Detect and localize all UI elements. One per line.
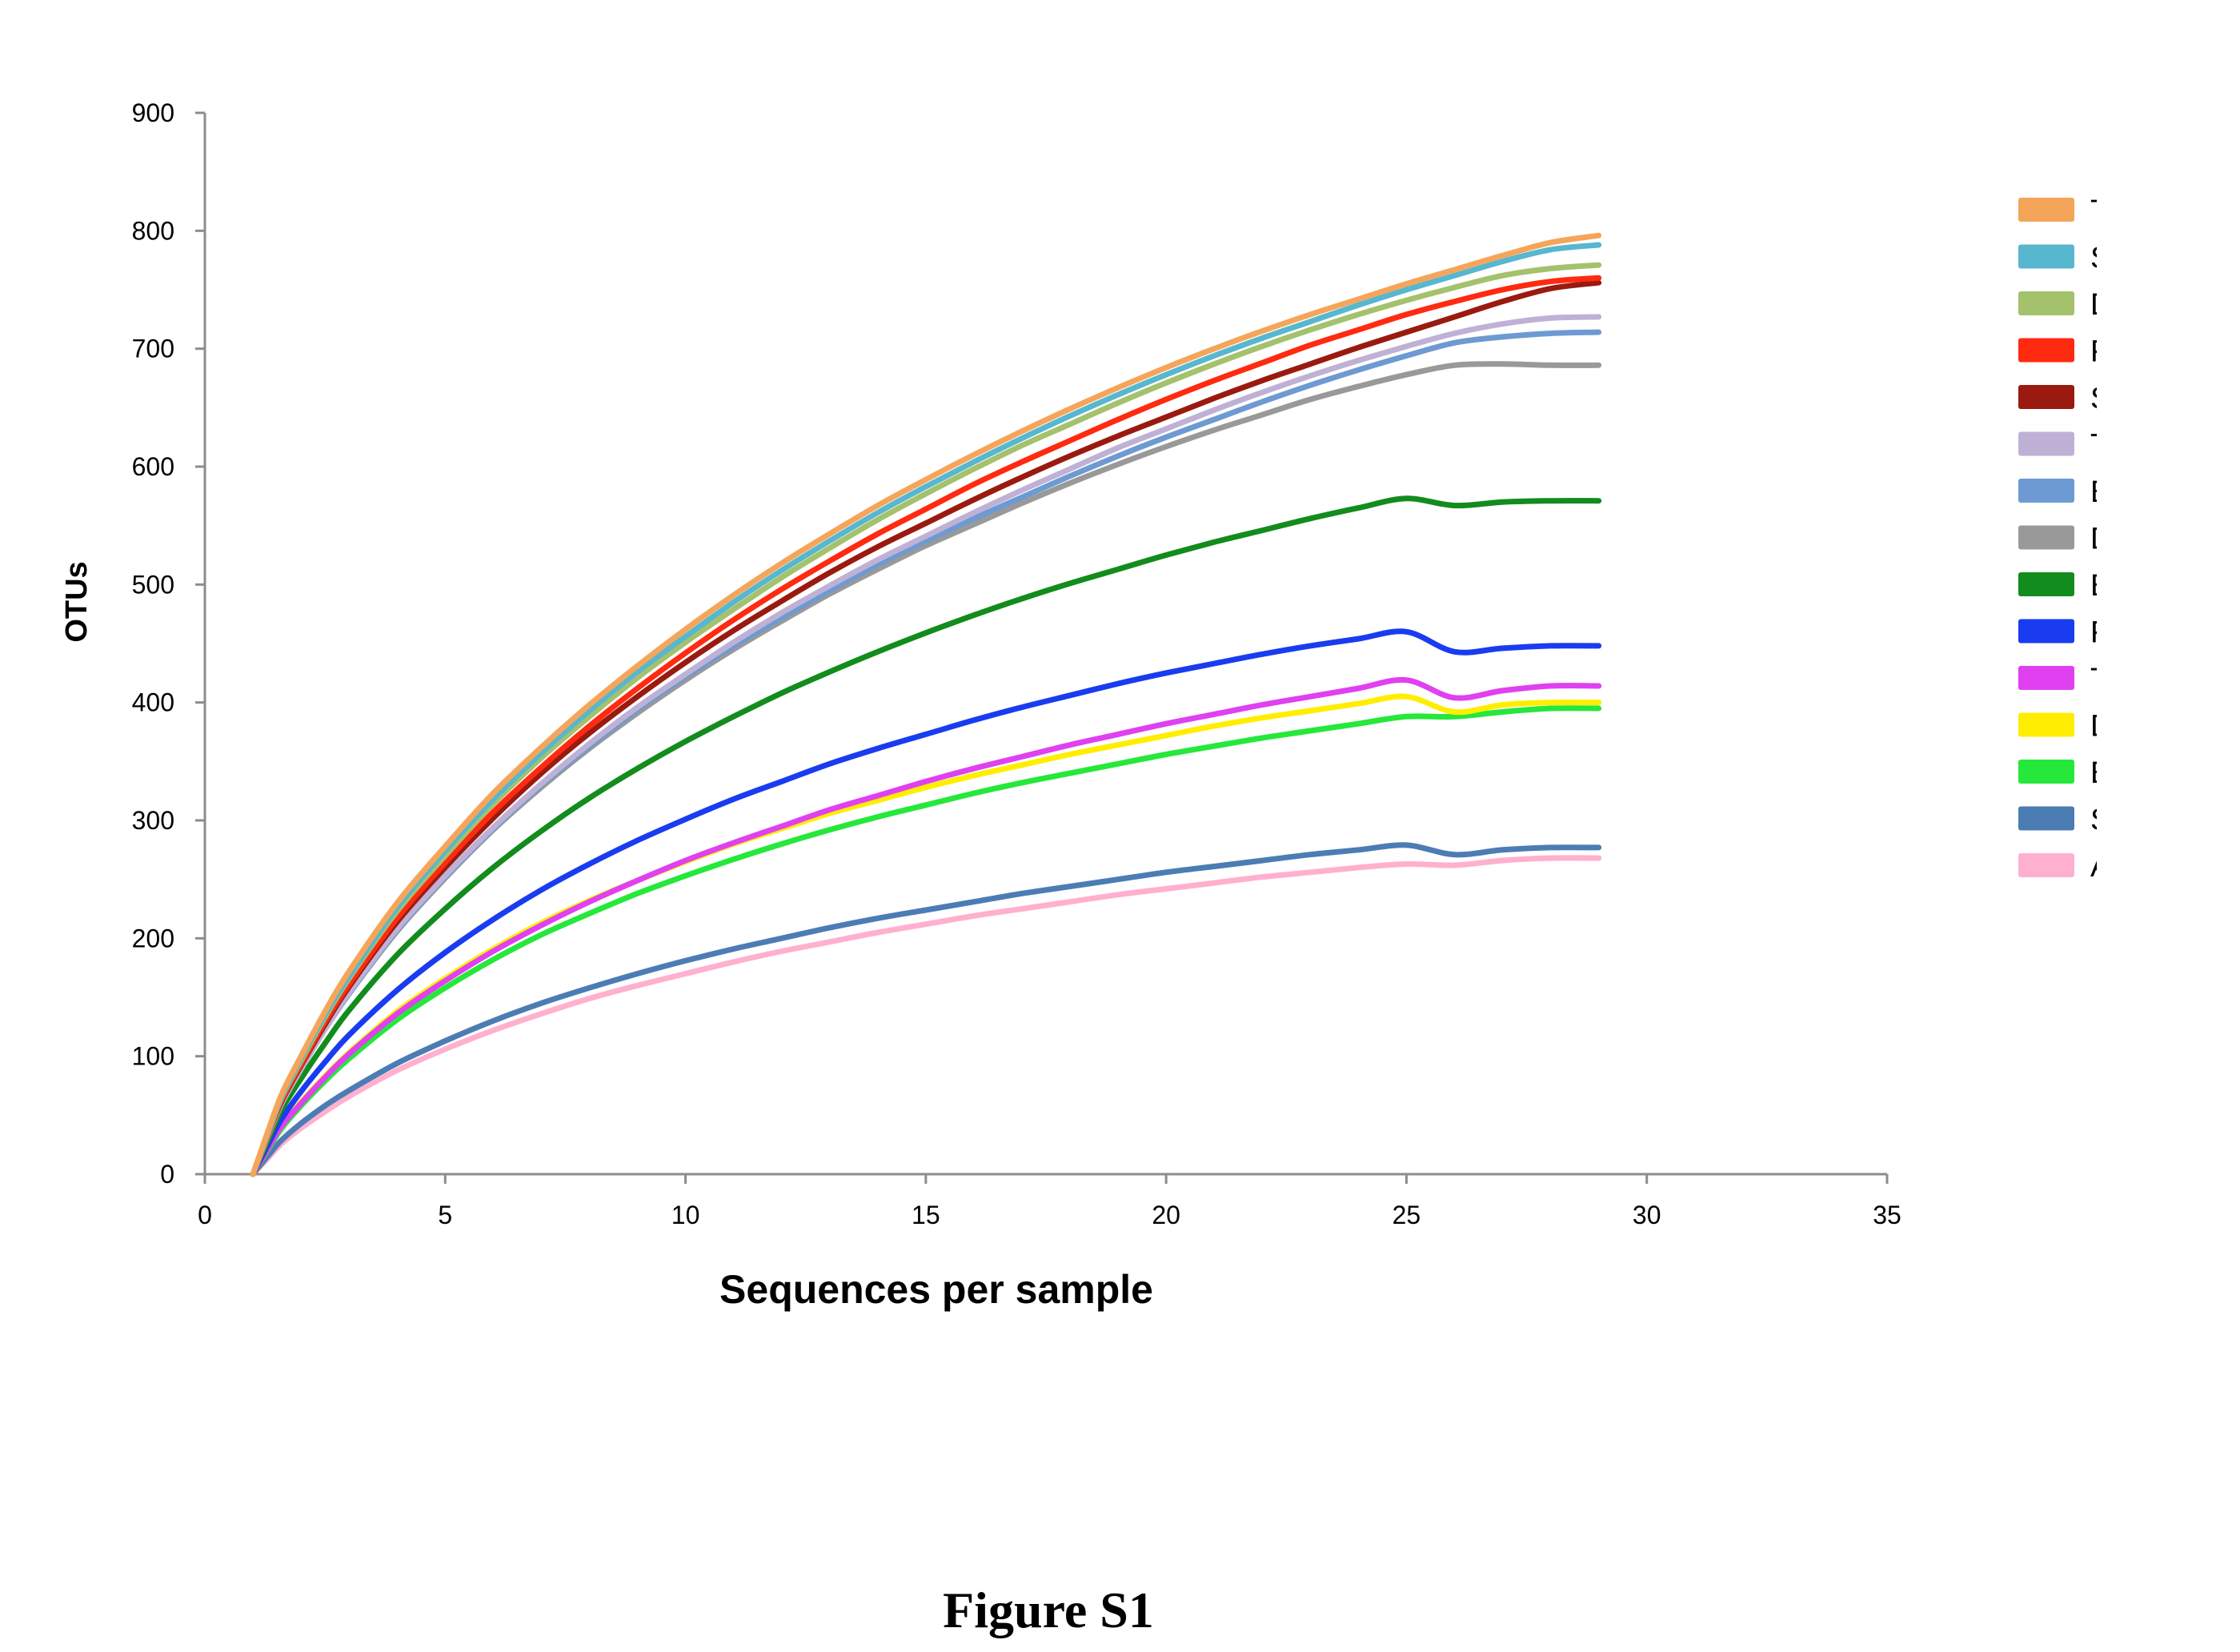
series-line-13 bbox=[250, 842, 1602, 1177]
x-tick-label: 0 bbox=[198, 1201, 212, 1229]
legend-swatch bbox=[2018, 712, 2074, 737]
legend-swatch bbox=[2018, 198, 2074, 222]
series-line-9 bbox=[250, 628, 1602, 1177]
y-tick-label: 100 bbox=[132, 1042, 174, 1071]
legend-label: FP-L bbox=[2090, 335, 2097, 369]
legend-swatch bbox=[2018, 244, 2074, 269]
legend-swatch bbox=[2018, 619, 2074, 644]
y-tick-label: 0 bbox=[160, 1160, 174, 1189]
y-axis-title: OTUs bbox=[60, 561, 94, 642]
y-tick-label: 900 bbox=[132, 98, 174, 127]
legend-swatch bbox=[2018, 666, 2074, 690]
legend-label: DG-H bbox=[2090, 523, 2097, 556]
x-tick-label: 35 bbox=[1873, 1201, 1901, 1229]
y-tick-label: 600 bbox=[132, 452, 174, 481]
legend-label: AO-R bbox=[2090, 850, 2097, 884]
legend-label: BE-L bbox=[2090, 475, 2097, 509]
x-tick-label: 10 bbox=[671, 1201, 700, 1229]
x-tick-label: 25 bbox=[1392, 1201, 1421, 1229]
series-line-8 bbox=[250, 495, 1602, 1177]
y-tick-label: 200 bbox=[132, 924, 174, 952]
legend-swatch bbox=[2018, 572, 2074, 596]
legend-label: DG-R bbox=[2090, 710, 2097, 744]
y-tick-label: 800 bbox=[132, 216, 174, 245]
y-tick-label: 400 bbox=[132, 688, 174, 717]
legend-label: SC-L bbox=[2090, 382, 2097, 415]
legend-swatch bbox=[2018, 291, 2074, 315]
legend-label: DG-L bbox=[2090, 288, 2097, 322]
y-tick-label: 300 bbox=[132, 806, 174, 835]
figure-caption: Figure S1 bbox=[943, 1582, 1154, 1638]
series-line-10 bbox=[250, 676, 1602, 1177]
legend-swatch bbox=[2018, 806, 2074, 831]
chart-series bbox=[250, 232, 1602, 1177]
legend-swatch bbox=[2018, 431, 2074, 456]
rarefaction-chart: 0 5 10 15 20 25 30 35 0 100 200 300 400 500 600 700 800 9… bbox=[60, 98, 2097, 1312]
x-tick-label: 5 bbox=[438, 1201, 452, 1229]
legend-label: BE-H bbox=[2090, 569, 2097, 603]
series-line-0 bbox=[250, 232, 1602, 1177]
series-line-14 bbox=[250, 855, 1602, 1177]
series-line-11 bbox=[250, 693, 1602, 1177]
series-line-3 bbox=[250, 275, 1602, 1177]
legend-label: TF-R bbox=[2090, 663, 2097, 696]
legend-label: TF-L bbox=[2090, 194, 2097, 228]
series-line-12 bbox=[250, 705, 1602, 1177]
series-line-4 bbox=[250, 279, 1602, 1177]
x-tick-label: 20 bbox=[1152, 1201, 1180, 1229]
legend-label: TF-H bbox=[2090, 429, 2097, 463]
legend-swatch bbox=[2018, 479, 2074, 503]
legend-label: BE-R bbox=[2090, 756, 2097, 790]
x-axis-title: Sequences per sample bbox=[719, 1267, 1153, 1312]
y-tick-label: 500 bbox=[132, 570, 174, 599]
x-tick-label: 15 bbox=[912, 1201, 940, 1229]
legend-swatch bbox=[2018, 760, 2074, 784]
chart-legend: TF-L SC-L DG-L FP-L SC-L TF-H BE-L DG-H BE-H FP-H… bbox=[2018, 194, 2097, 884]
legend-label: SC-L bbox=[2090, 242, 2097, 275]
legend-swatch bbox=[2018, 853, 2074, 877]
chart-axes: 0 5 10 15 20 25 30 35 0 100 200 300 400 500 600 700 800 9… bbox=[132, 98, 1901, 1229]
legend-label: SC-R bbox=[2090, 804, 2097, 837]
x-tick-label: 30 bbox=[1633, 1201, 1661, 1229]
legend-swatch bbox=[2018, 525, 2074, 550]
y-tick-label: 700 bbox=[132, 335, 174, 363]
legend-swatch bbox=[2018, 385, 2074, 409]
series-line-5 bbox=[250, 314, 1602, 1177]
legend-swatch bbox=[2018, 338, 2074, 363]
legend-label: FP-H bbox=[2090, 616, 2097, 650]
